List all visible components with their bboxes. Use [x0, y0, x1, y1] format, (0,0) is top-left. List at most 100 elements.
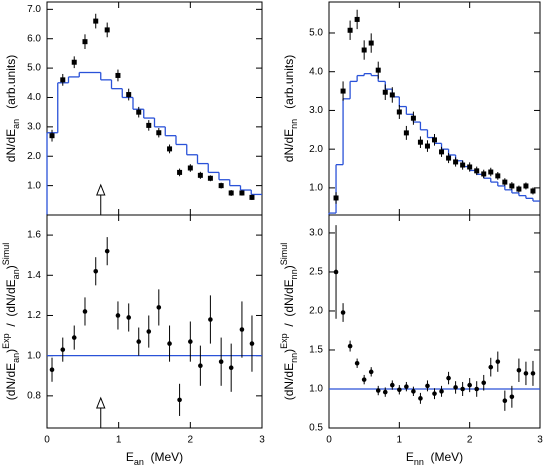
- data-point: [432, 391, 437, 396]
- label-part: (MeV): [424, 450, 463, 464]
- data-point: [467, 164, 473, 170]
- y-axis-label: dN/dEan (arb.units): [4, 55, 21, 162]
- data-point: [188, 339, 193, 344]
- data-point: [71, 335, 77, 340]
- data-point: [333, 269, 339, 275]
- data-point: [177, 397, 182, 403]
- y-tick-label: 1.0: [309, 384, 323, 395]
- data-point: [530, 371, 536, 376]
- y-tick-label: 1.0: [309, 183, 323, 194]
- data-point: [453, 159, 459, 165]
- label-part: Exp: [279, 333, 289, 349]
- label-part: ): [282, 349, 296, 353]
- y-tick-label: 3.0: [309, 105, 323, 116]
- data-point: [368, 40, 374, 46]
- data-point: [502, 398, 508, 403]
- data-point: [404, 384, 409, 389]
- label-part: (MeV): [144, 450, 183, 464]
- data-point: [340, 310, 346, 315]
- data-point: [439, 149, 445, 155]
- label-part: dN/dE: [4, 129, 18, 162]
- label-part: nn: [414, 457, 424, 467]
- y-tick-label: 4.0: [309, 66, 323, 77]
- data-point: [218, 183, 224, 189]
- data-point: [347, 343, 353, 349]
- x-tick-label: 0: [326, 435, 332, 446]
- label-part: Simul: [279, 243, 289, 266]
- data-point: [368, 369, 374, 375]
- y-tick-label: 1.6: [27, 230, 41, 241]
- label-part: Exp: [1, 333, 11, 349]
- data-point: [104, 248, 110, 254]
- plot-frame: [46, 214, 263, 429]
- data-point: [93, 18, 99, 24]
- y-tick-label: 2.0: [309, 306, 323, 317]
- data-point: [474, 386, 480, 392]
- data-point: [126, 92, 132, 98]
- label-part: nn: [289, 353, 299, 363]
- data-point: [60, 77, 66, 83]
- data-point: [516, 367, 522, 373]
- label-part: ): [282, 265, 296, 269]
- y-tick-label: 1.2: [27, 310, 41, 321]
- y-tick-label: 2.0: [309, 144, 323, 155]
- data-point: [411, 389, 416, 394]
- data-point: [530, 188, 536, 194]
- label-part: ): [4, 265, 18, 269]
- plot-frame: [328, 1, 541, 216]
- data-point: [354, 16, 360, 22]
- data-point: [523, 183, 529, 189]
- y-tick-label: 6.0: [27, 33, 41, 44]
- arrow-head: [96, 183, 106, 196]
- plot-frame: [328, 214, 541, 429]
- data-point: [397, 387, 402, 393]
- data-point: [207, 175, 213, 181]
- y-tick-label: 3.0: [27, 122, 41, 133]
- y-tick-label: 1.0: [27, 350, 41, 361]
- data-point: [333, 195, 339, 201]
- x-axis-label: Ean (MeV): [126, 450, 183, 467]
- x-tick-label: 0: [44, 435, 50, 446]
- data-point: [104, 27, 110, 33]
- data-point: [361, 377, 367, 382]
- data-point: [347, 27, 353, 33]
- data-point: [82, 309, 88, 314]
- data-point: [136, 339, 142, 344]
- data-point: [375, 388, 381, 393]
- data-point: [239, 327, 245, 332]
- label-part: nn: [289, 119, 299, 129]
- data-point: [146, 122, 152, 128]
- data-point: [460, 162, 466, 168]
- y-axis-label: dN/dEnn (arb.units): [282, 55, 299, 162]
- x-axis-label: Enn (MeV): [406, 450, 463, 467]
- data-point: [340, 88, 346, 94]
- data-point: [432, 137, 437, 143]
- data-point: [167, 341, 172, 346]
- label-part: (arb.units): [282, 55, 296, 119]
- data-point: [418, 396, 423, 401]
- data-point: [228, 365, 234, 371]
- data-point: [71, 59, 77, 65]
- x-tick-label: 1: [116, 435, 122, 446]
- y-tick-label: 2.0: [27, 151, 41, 162]
- x-tick-label: 1: [397, 435, 403, 446]
- data-point: [146, 329, 152, 334]
- label-part: E: [126, 450, 134, 464]
- label-part: (dN/dE: [4, 363, 18, 400]
- y-tick-label: 2.5: [309, 267, 323, 278]
- data-point: [488, 364, 494, 370]
- x-tick-label: 2: [467, 435, 473, 446]
- data-point: [516, 186, 522, 192]
- data-point: [115, 313, 121, 318]
- y-tick-label: 0.5: [309, 423, 323, 434]
- data-point: [187, 165, 193, 171]
- data-point: [495, 173, 501, 179]
- label-part: an: [11, 353, 21, 363]
- label-part: an: [11, 119, 21, 129]
- data-point: [249, 194, 255, 200]
- data-point: [446, 375, 451, 381]
- data-point: [425, 383, 430, 389]
- data-point: [126, 315, 131, 320]
